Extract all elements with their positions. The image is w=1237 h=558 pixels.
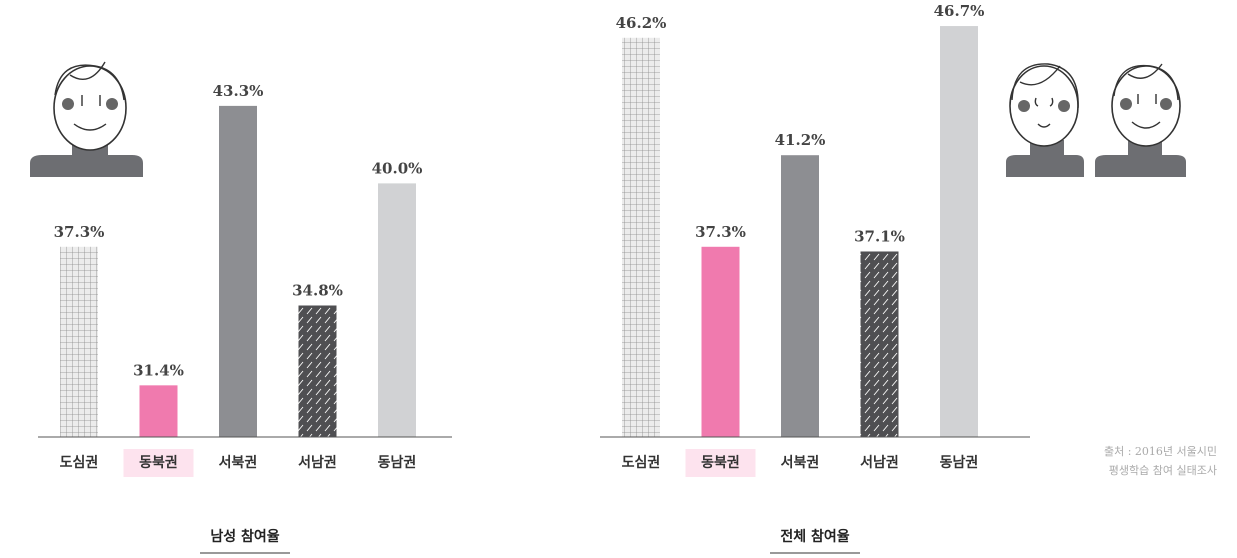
- category-label: 서북권: [219, 455, 258, 471]
- chart-title: 전체 참여율: [780, 528, 849, 545]
- bar: [378, 183, 416, 437]
- category-label: 동북권: [139, 455, 178, 471]
- bar: [298, 305, 337, 437]
- man-icon: [30, 61, 143, 177]
- value-label: 41.2%: [775, 131, 826, 149]
- category-label: 서남권: [298, 454, 337, 471]
- bar: [860, 251, 899, 437]
- highlight-box: [685, 449, 756, 477]
- highlight-box: [123, 449, 194, 477]
- bar: [781, 155, 819, 437]
- value-label: 37.1%: [854, 227, 905, 245]
- category-label: 동북권: [701, 455, 740, 471]
- bar: [701, 246, 740, 437]
- category-label: 도심권: [622, 455, 661, 471]
- category-label: 동남권: [940, 454, 979, 471]
- bar: [940, 26, 978, 437]
- value-label: 37.3%: [695, 223, 746, 241]
- bar: [60, 246, 98, 437]
- people-icon: [1006, 63, 1186, 177]
- value-label: 46.7%: [934, 2, 985, 20]
- value-label: 34.8%: [292, 281, 343, 299]
- source-line: 평생학습 참여 실태조사: [1109, 464, 1217, 477]
- category-label: 서북권: [781, 455, 820, 471]
- bar: [139, 385, 178, 437]
- chart-title: 남성 참여율: [210, 528, 279, 545]
- value-label: 37.3%: [54, 223, 105, 241]
- bar: [219, 105, 257, 438]
- category-label: 서남권: [860, 454, 899, 471]
- source-line: 출처 : 2016년 서울시민: [1104, 445, 1217, 458]
- category-label: 도심권: [60, 455, 99, 471]
- bar: [622, 37, 660, 437]
- value-label: 46.2%: [616, 14, 667, 32]
- value-label: 31.4%: [133, 361, 184, 379]
- value-label: 43.3%: [213, 82, 264, 100]
- value-label: 40.0%: [372, 159, 423, 177]
- category-label: 동남권: [378, 454, 417, 471]
